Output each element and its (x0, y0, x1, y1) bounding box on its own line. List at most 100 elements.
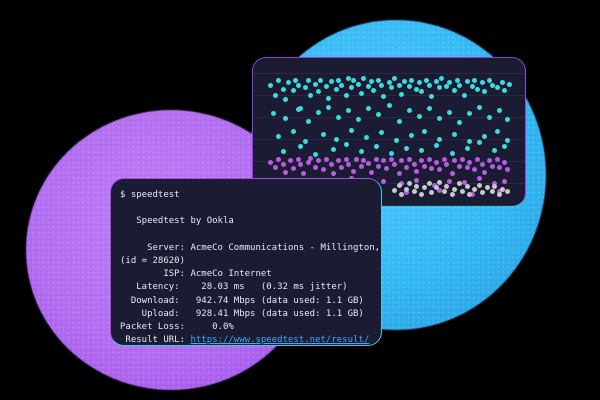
terminal-window[interactable]: $ speedtest Speedtest by Ookla Server: A… (110, 178, 382, 346)
data-point-download (467, 111, 473, 117)
data-point-upload (441, 157, 447, 163)
data-point-download (298, 105, 304, 111)
data-point-download (290, 128, 296, 134)
data-point-upload (469, 191, 475, 197)
data-point-download (464, 79, 470, 85)
data-point-upload (492, 181, 498, 187)
data-point-download (333, 136, 339, 142)
data-point-upload (444, 162, 450, 168)
data-point-upload (358, 163, 364, 169)
data-point-upload (320, 167, 326, 173)
data-point-upload (343, 157, 349, 163)
data-point-download (295, 107, 301, 113)
data-point-download (303, 85, 309, 91)
data-point-idle (479, 190, 485, 196)
data-point-idle (457, 181, 463, 187)
result-url-link[interactable]: https://www.speedtest.net/result/ (190, 335, 370, 346)
data-point-upload (464, 164, 470, 170)
data-point-download (507, 81, 513, 87)
data-point-idle (459, 189, 465, 195)
data-point-download (426, 82, 432, 88)
data-point-idle (411, 189, 417, 195)
data-point-upload (396, 171, 402, 177)
data-point-download (494, 85, 500, 91)
data-point-upload (273, 164, 279, 170)
data-point-download (298, 144, 304, 150)
data-point-download (396, 118, 402, 124)
data-point-upload (474, 157, 480, 163)
data-point-idle (444, 183, 450, 189)
data-point-upload (315, 158, 321, 164)
data-point-download (275, 77, 281, 83)
data-point-download (434, 79, 440, 85)
data-point-upload (298, 162, 304, 168)
data-point-idle (472, 186, 478, 192)
data-point-download (348, 85, 354, 91)
data-point-download (356, 117, 362, 123)
data-point-download (424, 77, 430, 83)
data-point-upload (268, 159, 274, 165)
data-point-upload (361, 158, 367, 164)
data-point-download (394, 137, 400, 143)
data-point-download (416, 80, 422, 86)
data-point-download (439, 76, 445, 82)
data-point-download (452, 87, 458, 93)
data-point-download (502, 87, 508, 93)
data-point-upload (351, 168, 357, 174)
data-point-upload (452, 158, 458, 164)
data-point-download (487, 114, 493, 120)
data-point-upload (391, 162, 397, 168)
data-point-download (358, 90, 364, 96)
data-point-download (376, 112, 382, 118)
data-point-upload (467, 159, 473, 165)
data-point-idle (399, 191, 405, 197)
data-point-download (343, 93, 349, 99)
data-point-idle (452, 186, 458, 192)
data-point-upload (295, 157, 301, 163)
data-point-download (283, 96, 289, 102)
data-point-download (406, 108, 412, 114)
data-point-download (326, 95, 332, 101)
data-point-download (308, 93, 314, 99)
data-point-download (419, 148, 425, 154)
data-point-upload (275, 157, 281, 163)
data-point-download (351, 77, 357, 83)
data-point-download (446, 80, 452, 86)
data-point-upload (308, 155, 314, 161)
data-point-download (326, 104, 332, 110)
data-point-idle (404, 186, 410, 192)
data-point-download (444, 84, 450, 90)
data-point-upload (404, 164, 410, 170)
data-point-download (336, 114, 342, 120)
data-point-idle (421, 185, 427, 191)
data-point-download (378, 82, 384, 88)
data-point-upload (472, 167, 478, 173)
data-point-download (373, 144, 379, 150)
data-point-upload (328, 162, 334, 168)
data-point-download (285, 80, 291, 86)
data-point-upload (336, 158, 342, 164)
data-point-download (502, 144, 508, 150)
data-point-upload (502, 159, 508, 165)
data-point-idle (504, 189, 510, 195)
data-point-download (421, 128, 427, 134)
data-point-download (348, 127, 354, 133)
data-point-download (389, 85, 395, 91)
data-point-download (378, 130, 384, 136)
data-point-upload (504, 167, 510, 173)
data-point-upload (406, 157, 412, 163)
data-point-download (320, 131, 326, 137)
data-point-idle (449, 191, 455, 197)
data-point-download (305, 77, 311, 83)
data-point-download (376, 77, 382, 83)
data-point-upload (497, 164, 503, 170)
data-point-upload (411, 162, 417, 168)
data-point-download (482, 89, 488, 95)
data-point-download (497, 108, 503, 114)
data-point-upload (457, 163, 463, 169)
data-point-download (391, 76, 397, 82)
data-point-idle (414, 183, 420, 189)
data-point-download (280, 149, 286, 155)
data-point-download (313, 81, 319, 87)
